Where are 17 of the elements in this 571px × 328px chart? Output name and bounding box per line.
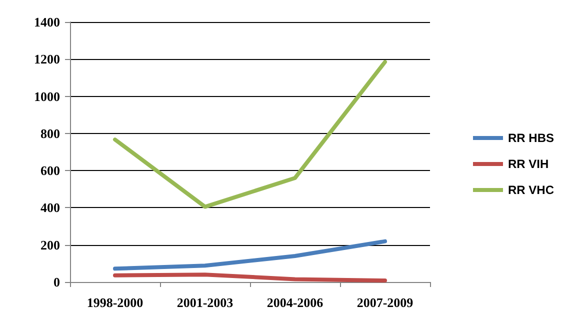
x-tick-label: 2007-2009 <box>356 295 414 310</box>
y-tick-label: 200 <box>40 237 60 252</box>
y-tick-label: 1000 <box>34 88 60 104</box>
y-tick-label: 0 <box>54 274 60 290</box>
y-tick-label: 600 <box>40 163 60 178</box>
y-tick-label: 400 <box>40 200 60 216</box>
x-tick-label: 2001-2003 <box>176 295 234 310</box>
line-series <box>113 60 387 209</box>
y-tick-label: 1400 <box>34 14 60 30</box>
legend-label: RR HBS <box>508 131 554 145</box>
x-tick-label: 2004-2006 <box>266 295 324 310</box>
y-tick-label: 800 <box>40 126 60 141</box>
line-series <box>113 239 387 271</box>
y-tick-label: 1200 <box>34 52 60 67</box>
x-tick-label: 1998-2000 <box>86 295 144 310</box>
legend-label: RR VHC <box>508 183 554 197</box>
legend-label: RR VIH <box>508 157 549 171</box>
